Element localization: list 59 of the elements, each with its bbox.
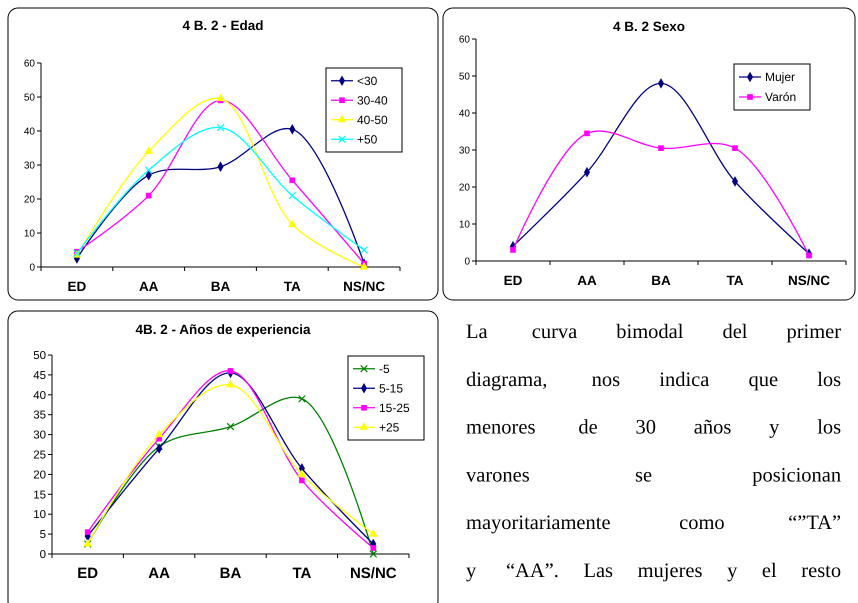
text: menores de 30 años y los [466, 416, 842, 439]
x-tick-label: BA [210, 279, 230, 294]
text: La curva bimodal del primer [466, 321, 842, 343]
x-tick-label: BA [651, 273, 671, 288]
x-tick-label: NS/NC [350, 565, 397, 582]
x-tick-label: AA [138, 279, 159, 294]
y-tick-label: 60 [458, 34, 470, 46]
y-tick-label: 10 [33, 509, 46, 522]
y-tick-label: 0 [40, 549, 46, 562]
y-tick-label: 40 [458, 108, 470, 120]
x-tick-label: ED [504, 273, 523, 288]
y-tick-label: 10 [24, 228, 36, 240]
y-tick-label: 30 [458, 146, 470, 156]
y-tick-label: 60 [24, 58, 36, 70]
text: mayoritariamente como “”TA” [466, 512, 842, 534]
legend-label: Varón [765, 90, 796, 104]
y-tick-label: 30 [33, 430, 46, 442]
chart-title: 4 B. 2 Sexo [612, 19, 686, 34]
y-tick-label: 30 [24, 160, 36, 172]
y-tick-label: 35 [33, 410, 46, 422]
legend-label: <30 [357, 74, 378, 88]
x-tick-label: NS/NC [343, 279, 386, 294]
x-tick-label: TA [726, 273, 744, 288]
y-tick-label: 50 [33, 350, 46, 362]
y-tick-label: 50 [458, 72, 470, 82]
x-tick-label: ED [77, 565, 98, 582]
legend-label: -5 [379, 362, 390, 376]
text: varones se posicionan [466, 464, 842, 486]
legend-label: +50 [357, 132, 378, 146]
text: diagrama, nos indica que los [466, 368, 842, 391]
y-tick-label: 20 [33, 469, 46, 482]
y-tick-label: 20 [458, 182, 470, 194]
x-tick-label: AA [148, 565, 170, 582]
x-tick-label: AA [577, 273, 597, 288]
legend-label: 30-40 [357, 93, 388, 108]
y-tick-label: 10 [458, 220, 470, 230]
chart-title: 4B. 2 - Años de experiencia [135, 322, 312, 337]
x-tick-label: TA [284, 279, 302, 294]
x-tick-label: ED [68, 279, 87, 294]
x-tick-label: BA [220, 565, 242, 582]
legend-label: 5-15 [379, 381, 404, 396]
y-tick-label: 0 [29, 262, 36, 274]
y-tick-label: 45 [33, 370, 46, 382]
text: y “AA”. Las mujeres y el resto [466, 560, 842, 582]
legend-label: +25 [379, 420, 400, 434]
chart-title: 4 B. 2 - Edad [182, 18, 264, 33]
y-tick-label: 50 [24, 92, 36, 104]
legend-label: Mujer [765, 70, 796, 84]
y-tick-label: 25 [33, 450, 46, 462]
y-tick-label: 40 [33, 390, 46, 402]
x-tick-label: NS/NC [788, 273, 830, 288]
y-tick-label: 20 [24, 194, 36, 206]
y-tick-label: 40 [24, 126, 36, 138]
legend-label: 15-25 [379, 400, 410, 415]
y-tick-label: 0 [464, 256, 470, 268]
x-tick-label: TA [292, 565, 312, 582]
y-tick-label: 5 [40, 529, 46, 542]
legend-label: 40-50 [357, 112, 388, 127]
y-tick-label: 15 [33, 489, 46, 502]
